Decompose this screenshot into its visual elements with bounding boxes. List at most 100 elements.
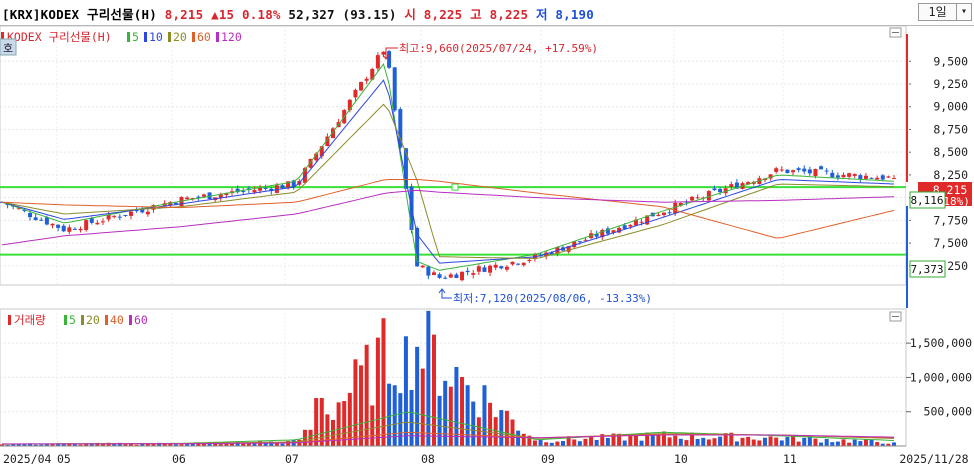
candle-body <box>258 187 263 191</box>
volume-bar <box>22 444 27 446</box>
volume-bar <box>645 432 650 446</box>
hline-upper-tag: 8,116 <box>909 191 946 209</box>
volume-bar <box>201 442 206 446</box>
volume-bar <box>577 441 582 446</box>
candle-body <box>280 185 285 189</box>
price-tick-label: 7,500 <box>933 236 968 250</box>
candle-body <box>291 180 296 187</box>
candle-body <box>460 271 465 281</box>
volume-bar <box>701 437 706 446</box>
volume-bar <box>746 436 751 446</box>
candle-body <box>129 211 134 216</box>
volume-bar <box>415 346 420 446</box>
candle-body <box>605 228 610 234</box>
max-pointer <box>385 47 398 58</box>
chevron-down-icon[interactable]: ▾ <box>960 6 968 17</box>
candle-body <box>746 182 751 185</box>
ma-line-120 <box>1 189 895 246</box>
volume-bar <box>892 442 896 446</box>
side-tab[interactable] <box>0 38 17 56</box>
volume-bar <box>123 444 128 446</box>
volume-bar <box>196 442 201 446</box>
volume-bar <box>863 439 868 446</box>
candle-body <box>392 67 397 111</box>
candle-body <box>785 169 790 174</box>
volume-bar <box>168 444 173 446</box>
candle-body <box>61 225 66 232</box>
candle-body <box>67 227 72 232</box>
volume-bar <box>667 437 672 446</box>
candle-body <box>286 181 291 189</box>
volume-bar <box>269 441 274 446</box>
volume-bar <box>173 444 178 446</box>
hline-handle[interactable] <box>451 183 459 191</box>
candle-body <box>813 168 818 177</box>
candle-body <box>398 109 403 148</box>
ma-legend-swatch <box>168 32 171 42</box>
volume-bar <box>437 395 442 446</box>
volume-bar <box>690 432 695 446</box>
hline-upper-tag-value: 8,116 <box>910 194 943 207</box>
volume-bar <box>431 334 436 446</box>
volume-bar <box>44 444 49 446</box>
candle-body <box>274 185 279 193</box>
x-tick-label: 07 <box>285 452 299 466</box>
volume-bar <box>308 429 313 446</box>
hline-upper-tag-bg <box>909 191 946 209</box>
candle-body <box>117 216 122 218</box>
price-range-bar-down <box>906 206 908 308</box>
candle-body <box>549 252 554 255</box>
period-selector[interactable]: 1일 ▾ <box>918 3 972 21</box>
hline-lower-tag-value: 7,373 <box>910 263 943 276</box>
candle-body <box>482 267 487 272</box>
volume-bar <box>246 442 251 446</box>
candle-body <box>100 221 105 223</box>
candle-body <box>656 214 661 216</box>
volume-bar <box>218 444 223 446</box>
volume-bar <box>723 433 728 446</box>
candle-body <box>847 173 852 177</box>
candle-body <box>218 194 223 199</box>
volume-bar <box>830 442 835 446</box>
volume-bar <box>100 443 105 446</box>
volume-ma-legend-swatch <box>129 315 132 325</box>
x-tick-label: 2025/11/28 <box>899 452 968 466</box>
candle-body <box>611 230 616 233</box>
candle-body <box>241 191 246 193</box>
candle-body <box>504 266 509 270</box>
volume-bar <box>392 385 397 446</box>
candle-body <box>89 218 94 223</box>
volume-bar <box>112 443 117 446</box>
candle-body <box>488 265 493 273</box>
volume-bar <box>364 344 369 446</box>
price-volume-chart[interactable]: 7,2507,5007,7508,2508,5008,7509,0009,250… <box>0 26 974 466</box>
volume-bar <box>819 442 824 446</box>
min-pointer <box>441 290 452 299</box>
volume-bar <box>179 444 184 446</box>
candle-body <box>190 197 195 199</box>
candle-body <box>56 224 61 228</box>
volume-bar <box>145 443 150 446</box>
volume-bar <box>347 392 352 446</box>
candle-body <box>426 266 431 276</box>
candle-body <box>706 191 711 201</box>
volume-bar <box>751 439 756 446</box>
moving-average-lines <box>1 62 895 271</box>
volume-bar <box>544 442 549 446</box>
volume-bar <box>420 368 425 446</box>
volume-bar <box>768 436 773 446</box>
candle-body <box>201 194 206 197</box>
volume-bar <box>403 336 408 446</box>
volume-bar <box>538 439 543 446</box>
candle-body <box>39 219 44 221</box>
volume-bar <box>398 393 403 446</box>
candle-body <box>50 223 55 226</box>
volume-bar <box>673 435 678 446</box>
hline-lower-tag: 7,373 <box>909 260 946 278</box>
volume-tick-label: 500,000 <box>924 405 973 419</box>
max-annotation: 최고:9,660(2025/07/24, +17.59%) <box>382 42 598 60</box>
candle-body <box>628 224 633 227</box>
candle-body <box>476 266 481 272</box>
candle-body <box>168 202 173 206</box>
volume-bar <box>482 385 487 446</box>
